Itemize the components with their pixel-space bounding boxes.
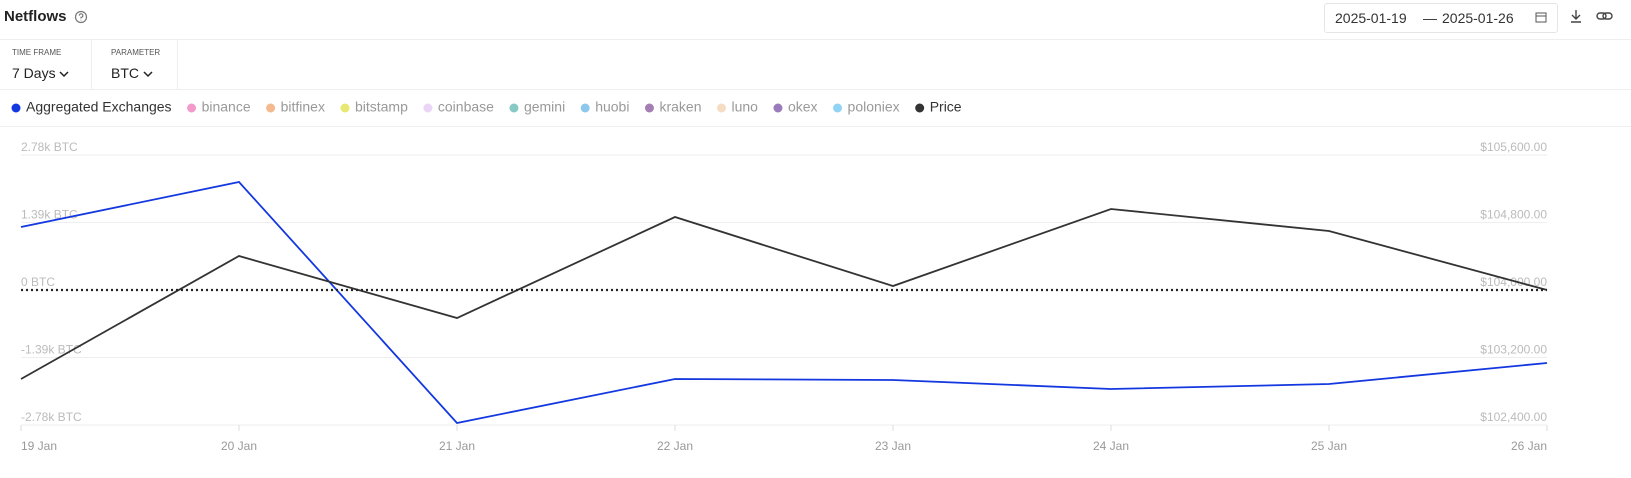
filter-value[interactable]: 7 Days: [12, 65, 69, 81]
filter-value[interactable]: BTC: [111, 65, 153, 81]
series-line: [20, 181, 1548, 424]
legend-item[interactable]: kraken: [659, 99, 701, 115]
legend-marker: [187, 103, 197, 113]
legend-marker: [11, 103, 21, 113]
y-tick-label: 0 BTC: [21, 275, 55, 289]
filter-label: PARAMETER: [111, 48, 161, 57]
legend-item[interactable]: poloniex: [848, 99, 900, 115]
filter-label: TIME FRAME: [12, 48, 62, 57]
x-tick-label: 21 Jan: [439, 439, 475, 453]
legend-marker: [340, 103, 350, 113]
legend-marker: [266, 103, 276, 113]
calendar-icon[interactable]: [1535, 11, 1547, 23]
x-tick-label: 22 Jan: [657, 439, 693, 453]
y2-tick-label: $105,600.00: [1480, 140, 1547, 154]
y2-tick-label: $104,800.00: [1480, 208, 1547, 222]
legend-marker: [833, 103, 843, 113]
legend-item[interactable]: Aggregated Exchanges: [26, 99, 172, 115]
legend-marker: [644, 103, 654, 113]
date-separator: —: [1423, 10, 1437, 26]
series-line: [20, 208, 1548, 380]
parameter-filter[interactable]: PARAMETER BTC: [99, 40, 178, 89]
time-frame-filter[interactable]: TIME FRAME 7 Days: [0, 40, 92, 89]
legend-item[interactable]: coinbase: [438, 99, 494, 115]
date-range[interactable]: 2025-01-19 — 2025-01-26: [1324, 3, 1558, 33]
chevron: [143, 71, 153, 78]
x-tick-label: 23 Jan: [875, 439, 911, 453]
date-to[interactable]: 2025-01-26: [1442, 10, 1514, 26]
y-tick-label: -2.78k BTC: [21, 410, 82, 424]
legend-item[interactable]: gemini: [524, 99, 565, 115]
x-tick-label: 19 Jan: [21, 439, 57, 453]
legend-item[interactable]: luno: [731, 99, 758, 115]
x-tick-label: 26 Jan: [1511, 439, 1547, 453]
x-tick-label: 20 Jan: [221, 439, 257, 453]
filters: TIME FRAME 7 Days PARAMETER BTC: [0, 40, 1631, 90]
y2-tick-label: $102,400.00: [1480, 410, 1547, 424]
toolbar-icons: [1571, 10, 1613, 23]
legend-marker: [423, 103, 433, 113]
legend-marker: [773, 103, 783, 113]
legend-item[interactable]: okex: [788, 99, 818, 115]
x-tick-label: 24 Jan: [1093, 439, 1129, 453]
legend-item[interactable]: bitstamp: [355, 99, 408, 115]
link-icon[interactable]: [1596, 12, 1613, 20]
legend-item[interactable]: binance: [202, 99, 251, 115]
filter-value-text[interactable]: 7 Days: [12, 65, 56, 81]
legend-marker: [580, 103, 590, 113]
download-icon[interactable]: [1571, 10, 1581, 23]
x-tick-label: 25 Jan: [1311, 439, 1347, 453]
header: Netflows 2025-01-19 — 2025-01-26: [0, 0, 1631, 40]
y-tick-label: 1.39k BTC: [21, 208, 78, 222]
legend-marker: [915, 103, 925, 113]
legend-item[interactable]: Price: [930, 99, 962, 115]
help-icon[interactable]: [74, 10, 88, 24]
legend-marker: [509, 103, 519, 113]
y2-tick-label: $103,200.00: [1480, 343, 1547, 357]
legend-item[interactable]: bitfinex: [281, 99, 325, 115]
chevron: [59, 71, 69, 78]
y-tick-label: 2.78k BTC: [21, 140, 78, 154]
date-from[interactable]: 2025-01-19: [1335, 10, 1407, 26]
title: Netflows: [4, 8, 67, 25]
legend-marker: [716, 103, 726, 113]
chart: Aggregated Exchanges binance bitfinex bitst…: [0, 99, 1631, 453]
legend-item[interactable]: huobi: [595, 99, 629, 115]
filter-value-text[interactable]: BTC: [111, 65, 139, 81]
